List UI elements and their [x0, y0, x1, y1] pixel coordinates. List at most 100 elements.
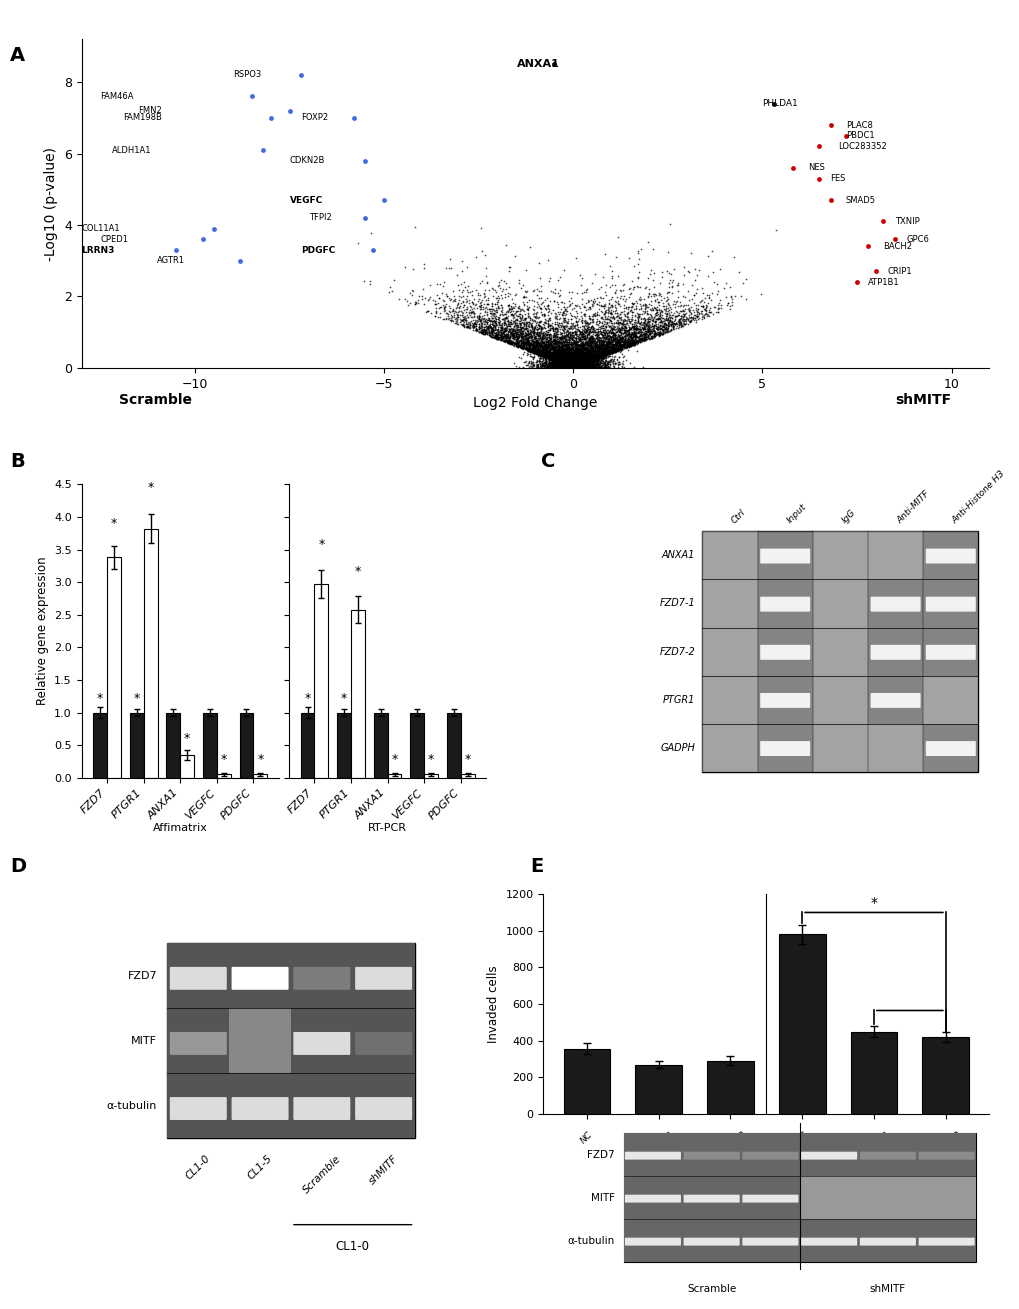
Point — [536, 339, 552, 360]
Point — [487, 327, 503, 348]
Point — [577, 353, 593, 374]
Point — [567, 351, 583, 372]
Point — [592, 343, 608, 364]
Point — [560, 350, 577, 370]
Point — [576, 332, 592, 353]
Point — [594, 348, 610, 369]
Point — [571, 323, 587, 344]
Point — [573, 350, 589, 370]
Point — [474, 318, 490, 339]
Point — [507, 326, 524, 347]
Point — [569, 353, 585, 374]
Point — [603, 340, 620, 361]
Point — [486, 327, 502, 348]
Point — [625, 326, 641, 347]
Point — [556, 350, 573, 370]
Point — [588, 332, 604, 353]
Point — [550, 351, 567, 372]
Point — [543, 335, 559, 356]
Point — [426, 293, 442, 314]
Point — [637, 295, 653, 315]
Point — [565, 357, 581, 378]
Point — [568, 339, 584, 360]
Point — [574, 350, 590, 370]
Point — [538, 346, 554, 367]
Point — [595, 346, 611, 367]
Point — [552, 350, 569, 370]
Point — [574, 315, 590, 336]
Point — [608, 305, 625, 326]
Point — [552, 351, 569, 372]
Point — [567, 352, 583, 373]
Point — [480, 315, 496, 336]
Point — [513, 317, 529, 338]
Point — [586, 347, 602, 368]
Point — [561, 350, 578, 370]
Point — [574, 348, 590, 369]
Point — [607, 331, 624, 352]
Point — [603, 338, 620, 359]
Point — [531, 335, 547, 356]
Point — [520, 305, 536, 326]
Point — [482, 310, 498, 331]
Point — [518, 329, 534, 350]
Point — [500, 330, 517, 351]
Point — [546, 347, 562, 368]
Point — [501, 301, 518, 322]
Point — [573, 347, 589, 368]
Text: Ctrl: Ctrl — [730, 508, 747, 525]
Point — [541, 348, 557, 369]
Point — [487, 310, 503, 331]
Point — [643, 321, 659, 342]
Point — [511, 321, 527, 342]
Point — [585, 347, 601, 368]
Point — [601, 306, 618, 327]
Point — [568, 348, 584, 369]
Point — [634, 329, 650, 350]
Point — [616, 322, 633, 343]
Point — [526, 331, 542, 352]
Point — [524, 321, 540, 342]
Point — [583, 332, 599, 353]
Point — [569, 352, 585, 373]
Point — [544, 334, 560, 355]
Point — [565, 332, 581, 353]
Point — [614, 321, 631, 342]
Point — [597, 338, 613, 359]
Point — [646, 312, 662, 332]
Point — [534, 355, 550, 376]
Point — [571, 353, 587, 374]
Point — [564, 353, 580, 374]
Point — [621, 335, 637, 356]
Point — [653, 317, 669, 338]
Point — [584, 319, 600, 340]
Point — [596, 243, 612, 264]
Point — [589, 356, 605, 377]
Point — [577, 352, 593, 373]
Point — [636, 326, 652, 347]
Point — [627, 322, 643, 343]
Point — [606, 332, 623, 353]
Point — [547, 346, 564, 367]
Point — [578, 356, 594, 377]
Text: *: * — [318, 538, 324, 551]
Point — [591, 335, 607, 356]
Point — [601, 342, 618, 363]
Point — [706, 296, 722, 317]
Point — [572, 352, 588, 373]
Point — [584, 343, 600, 364]
Point — [479, 317, 495, 338]
Point — [532, 356, 548, 377]
Point — [527, 318, 543, 339]
Point — [570, 325, 586, 346]
Point — [632, 296, 648, 317]
Point — [582, 357, 598, 378]
Point — [562, 355, 579, 376]
Point — [574, 342, 590, 363]
Point — [504, 323, 521, 344]
Point — [578, 351, 594, 372]
Point — [580, 352, 596, 373]
Point — [583, 326, 599, 347]
Point — [561, 356, 578, 377]
Point — [541, 339, 557, 360]
